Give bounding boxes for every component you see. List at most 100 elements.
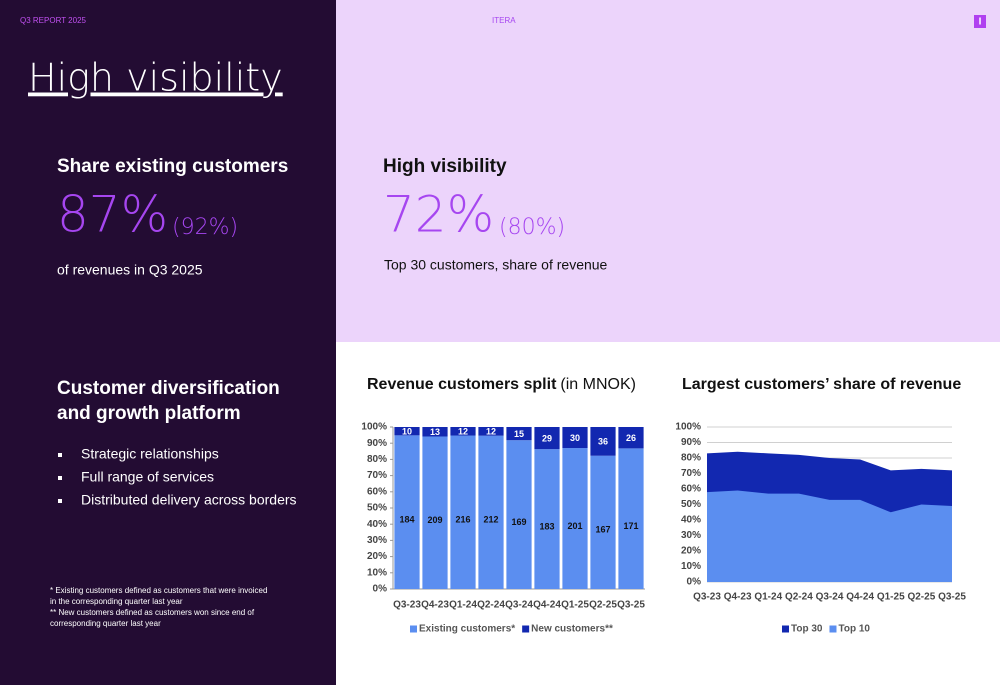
chart-title: Revenue customers split xyxy=(367,376,557,393)
data-label: 15 xyxy=(514,429,524,439)
data-label: 10 xyxy=(402,427,412,437)
y-tick-label: 30% xyxy=(367,535,387,546)
y-tick-label: 80% xyxy=(367,454,387,465)
logo-letter: I xyxy=(979,17,982,28)
bullet-text: Strategic relationships xyxy=(81,446,219,462)
y-tick-label: 20% xyxy=(681,546,701,557)
kpi-heading: Share existing customers xyxy=(57,156,288,177)
bar-segment xyxy=(478,435,504,589)
x-tick-label: Q2-25 xyxy=(907,592,935,603)
legend-swatch xyxy=(410,625,417,633)
bar-segment xyxy=(450,435,476,589)
legend-label: Top 30 xyxy=(791,624,823,635)
y-tick-label: 10% xyxy=(681,561,701,572)
bar-segment xyxy=(590,427,616,456)
kpi-value: 87% xyxy=(57,186,168,244)
bar-segment xyxy=(506,440,532,589)
legend-label: Top 10 xyxy=(838,624,870,635)
y-tick-label: 70% xyxy=(681,468,701,479)
bullet-text: Full range of services xyxy=(81,469,214,485)
y-tick-label: 100% xyxy=(361,422,387,433)
x-tick-label: Q1-25 xyxy=(877,592,905,603)
legend-label: New customers** xyxy=(531,624,613,635)
legend-swatch xyxy=(829,625,837,633)
x-tick-label: Q3-25 xyxy=(617,600,645,611)
bullet-marker xyxy=(58,499,62,503)
data-label: 201 xyxy=(567,521,582,531)
data-label: 183 xyxy=(539,521,554,531)
y-tick-label: 30% xyxy=(681,530,701,541)
data-label: 171 xyxy=(623,521,638,531)
x-tick-label: Q2-24 xyxy=(785,592,813,603)
bar-segment xyxy=(562,427,588,449)
bullet-list: Strategic relationships Full range of ser… xyxy=(58,446,297,508)
x-tick-label: Q1-24 xyxy=(449,600,477,611)
kpi-value: 72% xyxy=(383,186,494,244)
footnote: ** New customers defined as customers wo… xyxy=(50,608,255,617)
x-tick-label: Q2-25 xyxy=(589,600,617,611)
footnote: in the corresponding quarter last year xyxy=(50,597,183,606)
bar-segment xyxy=(506,427,532,441)
data-label: 30 xyxy=(570,433,580,443)
y-tick-label: 20% xyxy=(367,551,387,562)
y-tick-label: 40% xyxy=(681,515,701,526)
legend-swatch xyxy=(782,625,789,633)
x-tick-label: Q4-24 xyxy=(533,600,561,611)
footnotes: * Existing customers defined as customer… xyxy=(50,586,267,628)
x-tick-label: Q3-25 xyxy=(938,592,966,603)
bar-segment xyxy=(422,436,448,589)
y-tick-label: 10% xyxy=(367,567,387,578)
bar-segment xyxy=(394,427,420,436)
y-tick-label: 90% xyxy=(367,438,387,449)
legend-swatch xyxy=(522,625,530,633)
data-label: 216 xyxy=(455,515,470,525)
bullet-text: Distributed delivery across borders xyxy=(81,492,297,508)
y-tick-label: 0% xyxy=(687,577,702,588)
y-tick-label: 60% xyxy=(681,484,701,495)
bar-segment xyxy=(590,455,616,589)
x-tick-label: Q2-24 xyxy=(477,600,505,611)
kpi-previous: (80%) xyxy=(499,215,565,240)
bar-segment xyxy=(618,448,644,589)
bar-segment xyxy=(562,448,588,589)
kpi-caption: of revenues in Q3 2025 xyxy=(57,262,203,278)
data-label: 209 xyxy=(427,515,442,525)
x-tick-label: Q3-23 xyxy=(693,592,721,603)
bullet-marker xyxy=(58,453,62,457)
page-title: High visibility xyxy=(28,56,283,100)
y-tick-label: 100% xyxy=(675,422,701,433)
bar-segment xyxy=(618,427,644,449)
kpi-caption: Top 30 customers, share of revenue xyxy=(384,257,608,273)
bar-segment xyxy=(450,427,476,436)
bar-segment xyxy=(534,427,560,450)
data-label: 29 xyxy=(542,433,552,443)
section-heading: and growth platform xyxy=(57,403,241,424)
data-label: 167 xyxy=(595,525,610,535)
y-tick-label: 50% xyxy=(367,503,387,514)
y-tick-label: 70% xyxy=(367,470,387,481)
footnote: corresponding quarter last year xyxy=(50,619,161,628)
bar-segment xyxy=(534,449,560,589)
data-label: 12 xyxy=(458,427,468,437)
bar-segment xyxy=(422,427,448,437)
y-tick-label: 50% xyxy=(681,499,701,510)
report-label: Q3 REPORT 2025 xyxy=(20,16,87,25)
bullet-marker xyxy=(58,476,62,480)
x-tick-label: Q1-24 xyxy=(754,592,782,603)
chart-title: Largest customers’ share of revenue xyxy=(682,376,961,393)
x-tick-label: Q3-24 xyxy=(816,592,844,603)
kpi-panel xyxy=(336,0,1000,342)
chart-subtitle: (in MNOK) xyxy=(560,376,636,393)
x-tick-label: Q3-23 xyxy=(393,600,421,611)
legend-label: Existing customers* xyxy=(419,624,515,635)
data-label: 26 xyxy=(626,433,636,443)
x-tick-label: Q1-25 xyxy=(561,600,589,611)
y-tick-label: 60% xyxy=(367,486,387,497)
y-tick-label: 90% xyxy=(681,437,701,448)
x-tick-label: Q4-23 xyxy=(421,600,449,611)
data-label: 169 xyxy=(511,517,526,527)
x-tick-label: Q4-24 xyxy=(846,592,874,603)
data-label: 212 xyxy=(483,515,498,525)
bar-segment xyxy=(394,435,420,589)
